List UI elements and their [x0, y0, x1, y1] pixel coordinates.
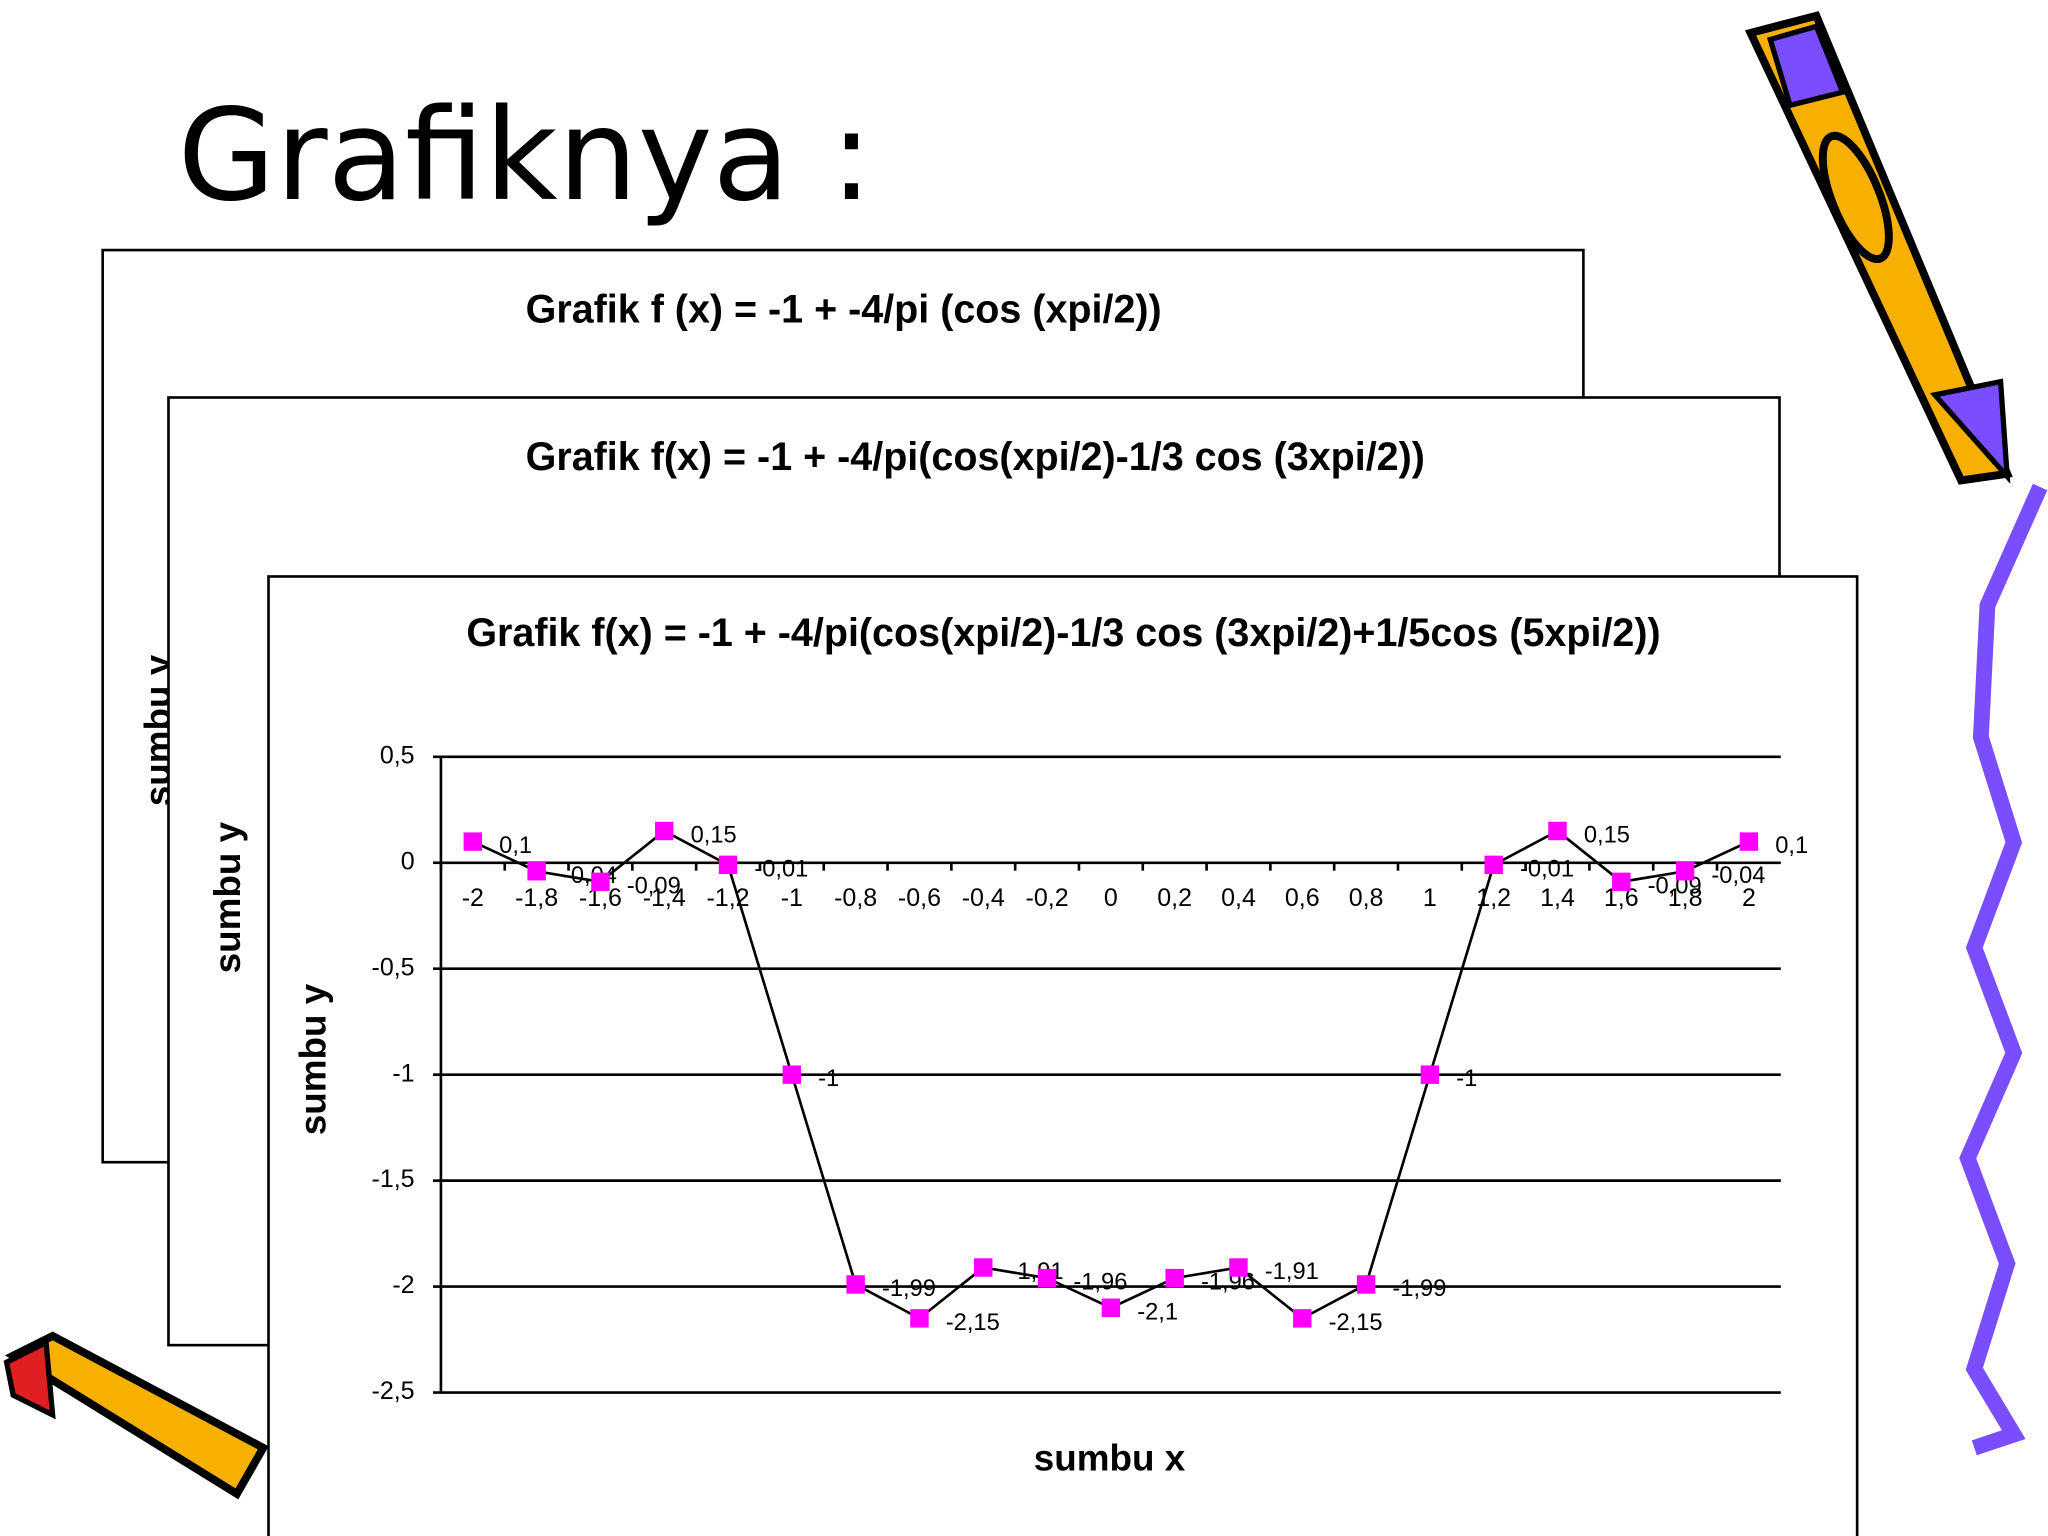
x-tick-label: -0,6 [898, 884, 941, 912]
x-tick-label: 0,8 [1349, 884, 1384, 912]
x-tick-label: 0 [1104, 884, 1118, 912]
y-tick-label: -1,5 [372, 1165, 415, 1193]
x-tick-label: 1,2 [1476, 884, 1511, 912]
data-label: -1 [818, 1066, 839, 1092]
x-tick-label: 1,4 [1540, 884, 1575, 912]
data-point [1612, 872, 1631, 892]
data-label: 0,15 [691, 823, 737, 849]
data-point [1484, 855, 1503, 875]
x-tick-label: 0,4 [1221, 884, 1256, 912]
data-label: -1,96 [1073, 1270, 1127, 1296]
chart-title: Grafik f (x) = -1 + -4/pi (cos (xpi/2)) [526, 287, 1162, 331]
x-tick-label: -1,4 [643, 884, 686, 912]
data-point [1739, 832, 1759, 851]
data-point [1293, 1309, 1312, 1328]
data-label: 0,1 [1775, 833, 1808, 859]
y-tick-label: 0,5 [380, 741, 415, 769]
pencil-decoration [3, 1331, 269, 1500]
data-point [1165, 1268, 1184, 1288]
data-point [1101, 1298, 1121, 1317]
x-tick-label: -1,8 [515, 884, 558, 912]
y-tick-label: -2,5 [372, 1377, 415, 1405]
chart-frame [267, 575, 1859, 1536]
data-point [910, 1309, 929, 1328]
x-tick-label: 0,6 [1285, 884, 1320, 912]
x-tick-label: 2 [1742, 884, 1756, 912]
data-label: -1,99 [882, 1276, 936, 1302]
data-label: -2,15 [1329, 1310, 1383, 1336]
y-axis-label: sumbu y [293, 983, 334, 1135]
x-tick-label: -2 [462, 884, 484, 912]
x-tick-label: -0,4 [962, 884, 1005, 912]
data-point [1548, 821, 1567, 841]
data-label: -0,01 [1520, 856, 1574, 882]
data-label: -0,04 [1711, 863, 1765, 889]
data-label: -0,09 [627, 873, 681, 899]
x-tick-label: 1 [1423, 884, 1437, 912]
data-point [527, 862, 546, 881]
data-point [463, 832, 483, 851]
x-tick-label: -1 [781, 884, 803, 912]
data-label: -1 [1456, 1066, 1477, 1092]
y-tick-label: 0 [401, 847, 415, 875]
y-axis-label: sumbu y [207, 821, 248, 973]
x-tick-label: -1,2 [706, 884, 749, 912]
data-label: 0,1 [499, 833, 532, 859]
data-point [1420, 1065, 1440, 1084]
data-label: 0,15 [1584, 823, 1630, 849]
x-tick-label: 0,2 [1157, 884, 1192, 912]
data-label: -2,15 [946, 1310, 1000, 1336]
data-point [1229, 1258, 1248, 1277]
x-tick-label: -0,2 [1026, 884, 1069, 912]
chart-title: Grafik f(x) = -1 + -4/pi(cos(xpi/2)-1/3 … [526, 435, 1425, 479]
y-tick-label: -0,5 [372, 953, 415, 981]
data-label: -0,01 [754, 856, 808, 882]
plot-area: 0,50-0,5-1-1,5-2-2,5-2 -1,8 -1,6 -1,4 -1,2 -1… [372, 741, 1809, 1405]
x-tick-label: -0,8 [834, 884, 877, 912]
data-point [591, 872, 610, 892]
data-point [655, 821, 674, 841]
x-tick-label: 1,8 [1668, 884, 1703, 912]
y-tick-label: -1 [392, 1059, 414, 1087]
data-point [718, 855, 738, 875]
data-point [974, 1258, 993, 1277]
slide-title: Grafiknya : [178, 82, 873, 229]
data-point [846, 1275, 865, 1294]
data-point [1675, 862, 1695, 881]
data-label: -1,99 [1392, 1276, 1446, 1302]
data-label: -2,1 [1137, 1299, 1178, 1325]
data-label: -1,91 [1265, 1259, 1319, 1285]
data-point [1356, 1275, 1376, 1294]
data-point [1037, 1268, 1057, 1288]
data-point [782, 1065, 802, 1084]
chart-title: Grafik f(x) = -1 + -4/pi(cos(xpi/2)-1/3 … [466, 611, 1660, 655]
y-tick-label: -2 [392, 1271, 414, 1299]
x-axis-label: sumbu x [1034, 1438, 1186, 1479]
squiggle-decoration [1959, 483, 2048, 1456]
pencil-decoration [1744, 11, 2013, 485]
